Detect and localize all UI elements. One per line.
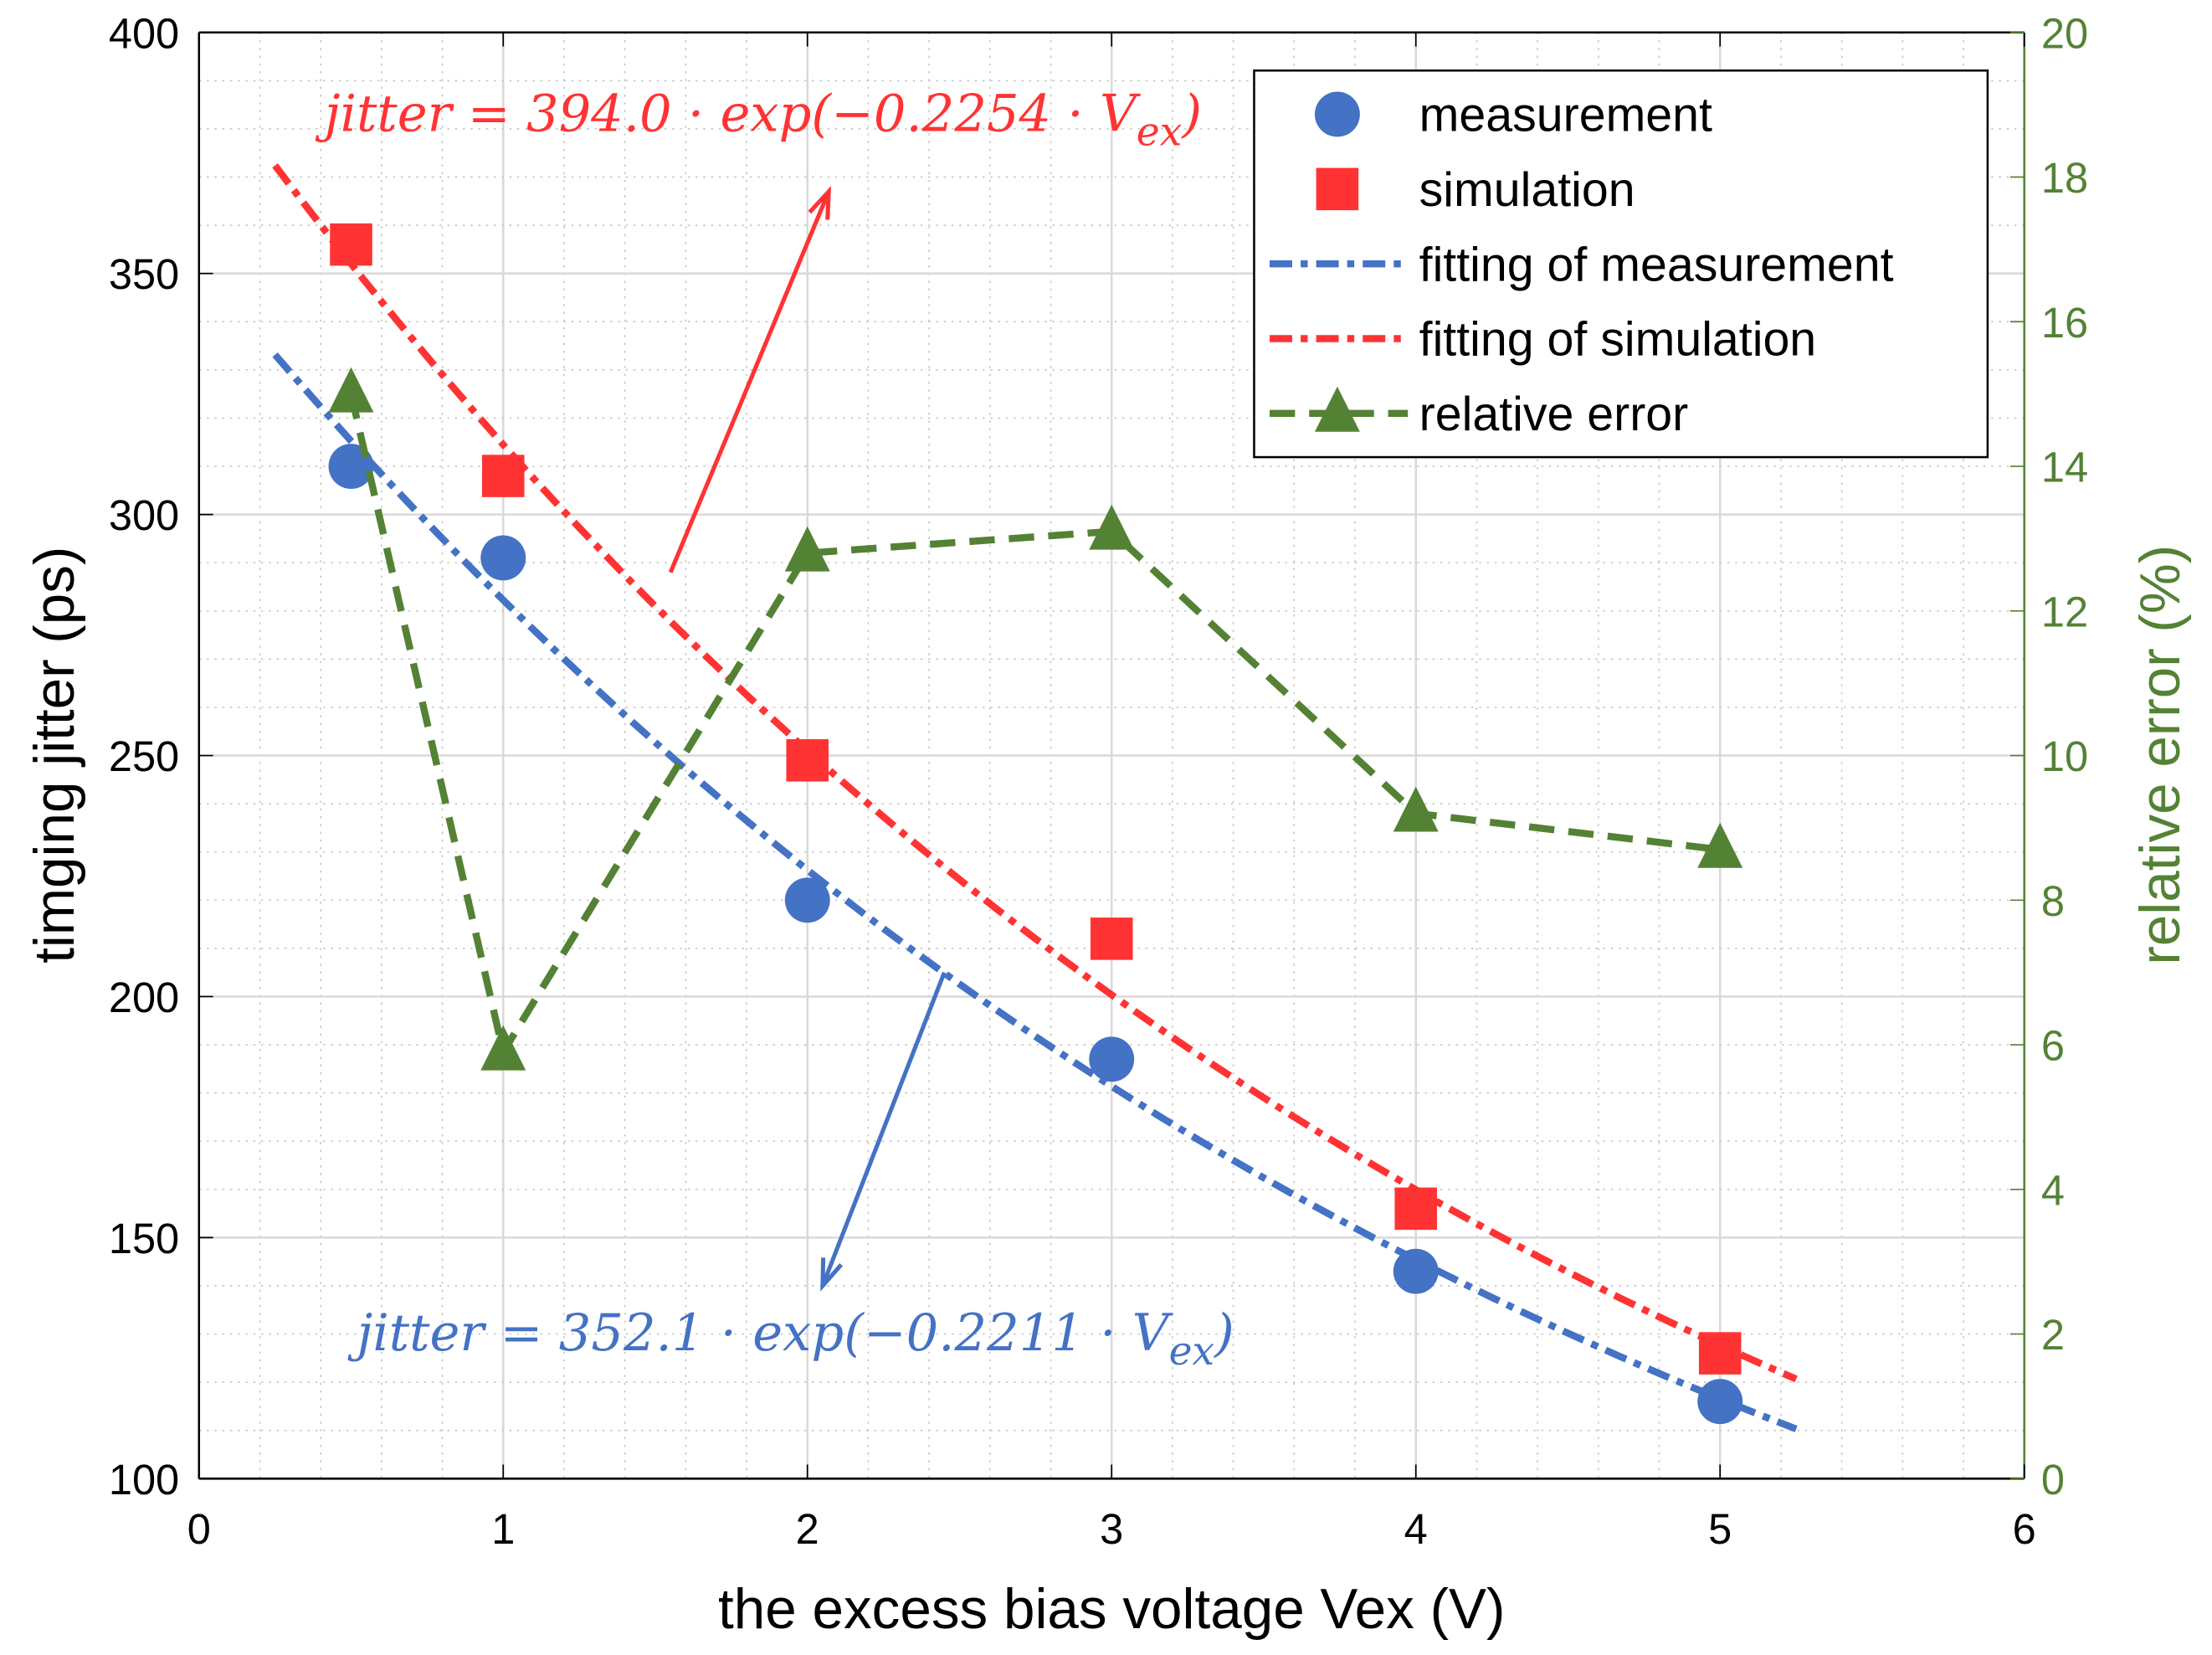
point-relative-error	[1089, 504, 1135, 550]
point-simulation	[481, 455, 525, 497]
y2-tick-label: 10	[2041, 732, 2088, 780]
legend-marker-simulation	[1316, 167, 1359, 211]
annotation-meas-equation: jitter = 352.1 · exp(−0.2211 · Vex)	[347, 1304, 1234, 1375]
point-measurement	[1697, 1379, 1743, 1425]
arrow-head-icon	[808, 185, 832, 220]
x-tick-label: 3	[1100, 1505, 1123, 1553]
y-tick-label: 250	[109, 732, 179, 780]
point-measurement	[1089, 1036, 1135, 1082]
x-tick-label: 0	[187, 1505, 211, 1553]
legend-marker-measurement	[1314, 91, 1360, 137]
point-relative-error	[480, 1025, 526, 1071]
point-relative-error	[1393, 786, 1439, 832]
legend: measurement simulation fitting of measurem…	[1253, 69, 1989, 459]
point-measurement	[1393, 1248, 1439, 1294]
x-tick-label: 2	[796, 1505, 819, 1553]
y2-axis-label: relative error (%)	[2129, 545, 2192, 965]
legend-marker-relative-error	[1314, 386, 1360, 432]
y2-tick-label: 14	[2041, 444, 2088, 491]
legend-label-relative-error: relative error	[1419, 388, 1689, 441]
legend-label-fitting-of-simulation: fitting of simulation	[1419, 313, 1817, 367]
arrow-head-icon	[820, 1257, 844, 1292]
point-simulation	[786, 739, 829, 782]
fit-line-fitting-of-simulation	[272, 163, 1798, 1383]
axes	[198, 31, 2025, 1480]
point-simulation	[1090, 917, 1133, 960]
arrow-shaft	[668, 190, 831, 573]
tick-labels: 0 1 2 3 4 5 6100150200250300350400024681012141…	[109, 9, 2088, 1553]
point-relative-error	[1697, 822, 1743, 868]
line-relative-error	[347, 393, 1721, 1061]
point-measurement	[480, 535, 526, 581]
annotation-sim-equation: jitter = 394.0 · exp(−0.2254 · Vex)	[315, 85, 1202, 156]
y2-tick-label: 18	[2041, 154, 2088, 202]
y2-tick-label: 4	[2041, 1166, 2065, 1214]
x-tick-label: 5	[1708, 1505, 1732, 1553]
y-tick-label: 200	[109, 974, 179, 1021]
point-simulation	[1394, 1187, 1438, 1231]
y2-tick-label: 8	[2041, 877, 2065, 925]
y2-tick-label: 16	[2041, 299, 2088, 347]
y-tick-label: 100	[109, 1456, 179, 1503]
point-relative-error	[328, 367, 374, 413]
x-tick-label: 6	[2013, 1505, 2036, 1553]
y2-tick-label: 2	[2041, 1311, 2065, 1359]
y2-tick-label: 6	[2041, 1022, 2065, 1070]
y-tick-label: 400	[109, 9, 179, 57]
point-simulation	[1698, 1332, 1742, 1375]
x-tick-label: 1	[491, 1505, 515, 1553]
x-axis-label: the excess bias voltage Vex (V)	[718, 1578, 1505, 1641]
legend-label-simulation: simulation	[1419, 163, 1635, 217]
y-tick-label: 150	[109, 1215, 179, 1262]
y-tick-label: 300	[109, 491, 179, 539]
fit-line-fitting-of-measurement	[272, 352, 1798, 1432]
legend-label-measurement: measurement	[1419, 89, 1712, 142]
y2-tick-label: 0	[2041, 1456, 2065, 1503]
annotation-arrows	[668, 185, 947, 1292]
y2-tick-label: 12	[2041, 588, 2088, 635]
point-measurement	[784, 877, 830, 923]
arrow-shaft	[820, 971, 947, 1287]
data-marks	[328, 223, 1743, 1425]
y-axis-label: timging jitter (ps)	[23, 547, 86, 964]
fit-curves	[272, 163, 1798, 1432]
point-simulation	[330, 223, 372, 266]
y2-tick-label: 20	[2041, 9, 2088, 57]
arrow-meas	[820, 971, 947, 1292]
point-relative-error	[784, 526, 830, 572]
arrow-sim	[668, 185, 832, 573]
x-tick-label: 4	[1404, 1505, 1428, 1553]
y-tick-label: 350	[109, 250, 179, 298]
legend-label-fitting-of-measurement: fitting of measurement	[1419, 238, 1894, 291]
